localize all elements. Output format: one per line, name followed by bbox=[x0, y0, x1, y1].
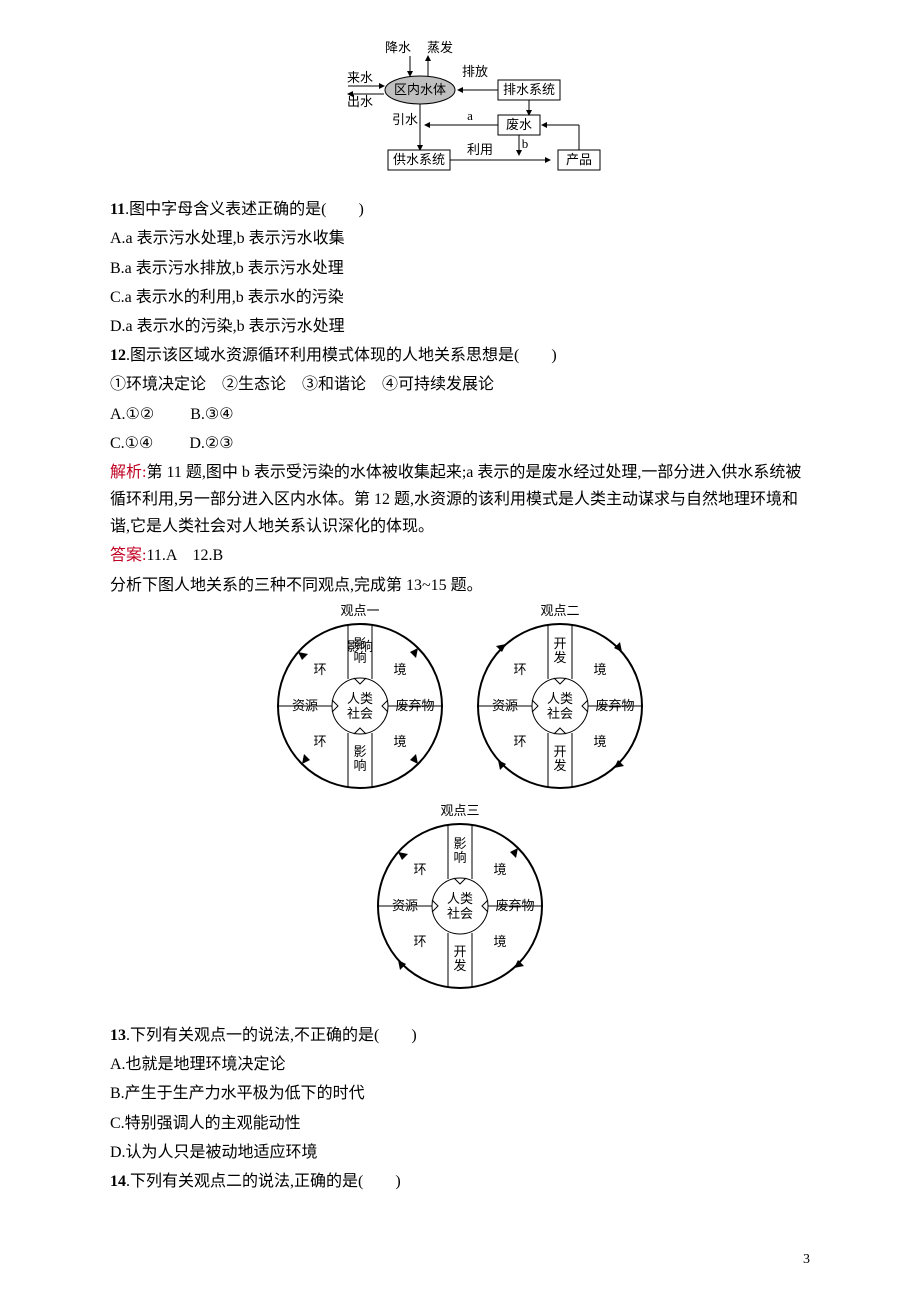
q14-stem: 14.下列有关观点二的说法,正确的是( ) bbox=[110, 1168, 810, 1195]
label-a: a bbox=[467, 108, 473, 123]
svg-text:环: 环 bbox=[413, 862, 426, 877]
q12-stem: 12.图示该区域水资源循环利用模式体现的人地关系思想是( ) bbox=[110, 342, 810, 369]
svg-text:响: 响 bbox=[353, 758, 366, 773]
answer: 答案:11.A 12.B bbox=[110, 542, 810, 569]
svg-text:废弃物: 废弃物 bbox=[395, 698, 434, 713]
svg-text:社会: 社会 bbox=[347, 706, 373, 721]
svg-text:境: 境 bbox=[593, 734, 606, 749]
svg-text:响: 响 bbox=[353, 650, 366, 665]
svg-text:开: 开 bbox=[453, 944, 466, 959]
svg-text:境: 境 bbox=[493, 862, 506, 877]
svg-text:发: 发 bbox=[453, 958, 466, 973]
svg-text:境: 境 bbox=[593, 662, 606, 677]
label-b: b bbox=[522, 136, 529, 151]
svg-text:环: 环 bbox=[413, 934, 426, 949]
svg-text:影: 影 bbox=[453, 836, 466, 851]
page-number: 3 bbox=[803, 1248, 810, 1272]
svg-text:境: 境 bbox=[493, 934, 506, 949]
q12-row1: A.①②B.③④ bbox=[110, 401, 810, 428]
q11-stem: 11.图中字母含义表述正确的是( ) bbox=[110, 196, 810, 223]
q13-opt-a: A.也就是地理环境决定论 bbox=[110, 1051, 810, 1078]
q11-opt-a: A.a 表示污水处理,b 表示污水收集 bbox=[110, 225, 810, 252]
svg-text:资源: 资源 bbox=[292, 698, 318, 713]
label-qunei: 区内水体 bbox=[394, 82, 446, 97]
svg-text:影: 影 bbox=[353, 744, 366, 759]
label-zhengfa: 蒸发 bbox=[427, 40, 453, 55]
svg-text:社会: 社会 bbox=[547, 706, 573, 721]
label-feishui: 废水 bbox=[506, 117, 532, 132]
q11-opt-b: B.a 表示污水排放,b 表示污水处理 bbox=[110, 255, 810, 282]
label-liyong: 利用 bbox=[467, 142, 493, 157]
svg-text:发: 发 bbox=[553, 650, 566, 665]
q13-stem: 13.下列有关观点一的说法,不正确的是( ) bbox=[110, 1022, 810, 1049]
q13-opt-b: B.产生于生产力水平极为低下的时代 bbox=[110, 1080, 810, 1107]
svg-text:发: 发 bbox=[553, 758, 566, 773]
q12-line2: ①环境决定论 ②生态论 ③和谐论 ④可持续发展论 bbox=[110, 371, 810, 398]
svg-text:环: 环 bbox=[513, 734, 526, 749]
q11-opt-d: D.a 表示水的污染,b 表示污水处理 bbox=[110, 313, 810, 340]
label-yinshui: 引水 bbox=[392, 112, 418, 127]
water-cycle-diagram: 区内水体 降水 蒸发 来水 出水 排放 排水系统 引水 废水 a 供水系统 利用… bbox=[110, 40, 810, 184]
svg-text:人类: 人类 bbox=[447, 891, 473, 906]
label-gongshui: 供水系统 bbox=[393, 152, 445, 167]
label-chanpin: 产品 bbox=[566, 152, 592, 167]
svg-text:社会: 社会 bbox=[447, 906, 473, 921]
svg-text:开: 开 bbox=[553, 636, 566, 651]
svg-text:影: 影 bbox=[353, 636, 366, 651]
intro2: 分析下图人地关系的三种不同观点,完成第 13~15 题。 bbox=[110, 572, 810, 599]
svg-text:境: 境 bbox=[393, 734, 406, 749]
q13-opt-c: C.特别强调人的主观能动性 bbox=[110, 1110, 810, 1137]
svg-text:人类: 人类 bbox=[547, 691, 573, 706]
analysis: 解析:第 11 题,图中 b 表示受污染的水体被收集起来;a 表示的是废水经过处… bbox=[110, 459, 810, 541]
svg-text:响: 响 bbox=[453, 850, 466, 865]
three-views-diagram: 观点一 人类社会 影响影响 影响 影响 资源 废弃物 环境 环境 观点二 人类社… bbox=[110, 601, 810, 1010]
q12-row2: C.①④D.②③ bbox=[110, 430, 810, 457]
title-v3: 观点三 bbox=[440, 803, 479, 818]
svg-text:环: 环 bbox=[313, 734, 326, 749]
svg-text:开: 开 bbox=[553, 744, 566, 759]
label-paifang: 排放 bbox=[462, 64, 488, 79]
svg-text:环: 环 bbox=[513, 662, 526, 677]
q11-opt-c: C.a 表示水的利用,b 表示水的污染 bbox=[110, 284, 810, 311]
label-paishui: 排水系统 bbox=[503, 82, 555, 97]
label-jiangshui: 降水 bbox=[385, 40, 411, 55]
q13-opt-d: D.认为人只是被动地适应环境 bbox=[110, 1139, 810, 1166]
title-v2: 观点二 bbox=[540, 603, 579, 618]
svg-text:人类: 人类 bbox=[347, 691, 373, 706]
label-chushui: 出水 bbox=[347, 94, 373, 109]
label-laishui: 来水 bbox=[347, 70, 373, 85]
svg-text:废弃物: 废弃物 bbox=[495, 898, 534, 913]
svg-text:资源: 资源 bbox=[492, 698, 518, 713]
svg-text:境: 境 bbox=[393, 662, 406, 677]
svg-text:资源: 资源 bbox=[392, 898, 418, 913]
svg-text:废弃物: 废弃物 bbox=[595, 698, 634, 713]
svg-text:环: 环 bbox=[313, 662, 326, 677]
title-v1: 观点一 bbox=[340, 603, 379, 618]
